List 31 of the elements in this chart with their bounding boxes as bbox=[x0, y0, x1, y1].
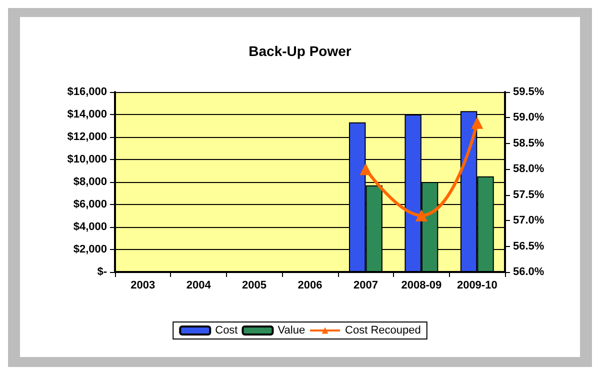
x-tick-label: 2005 bbox=[242, 280, 267, 292]
x-tick-label: 2008-09 bbox=[401, 280, 442, 292]
x-tick-label: 2006 bbox=[298, 280, 322, 292]
y2-tick-label: 58.5% bbox=[513, 137, 544, 150]
point bbox=[415, 209, 428, 222]
y-tick-label: $8,000 bbox=[73, 176, 107, 188]
legend-label: Value bbox=[278, 324, 306, 336]
x-tick-label: 2007 bbox=[353, 280, 378, 292]
y2-tick-label: 56.0% bbox=[513, 266, 544, 278]
x-tick-label: 2009-10 bbox=[456, 280, 498, 292]
chart-title: Back-Up Power bbox=[248, 43, 352, 59]
y-tick-label: $12,000 bbox=[67, 131, 107, 143]
y-tick-label: $4,000 bbox=[73, 221, 107, 233]
y2-tick-label: 59.5% bbox=[513, 86, 544, 98]
y2-tick-label: 58.0% bbox=[513, 163, 544, 176]
x-tick-label: 2003 bbox=[130, 280, 156, 292]
y-tick-label: $10,000 bbox=[67, 154, 107, 166]
y-tick-label: $- bbox=[97, 266, 108, 278]
point bbox=[471, 116, 484, 129]
y-tick-label: $14,000 bbox=[67, 108, 107, 120]
y-tick-label: $6,000 bbox=[73, 198, 107, 210]
y2-tick-label: 57.0% bbox=[513, 214, 544, 227]
legend-label: Cost Recouped bbox=[345, 324, 421, 336]
x-tick-label: 2004 bbox=[186, 280, 212, 292]
y2-tick-label: 56.5% bbox=[513, 240, 544, 252]
y-tick-label: $2,000 bbox=[73, 244, 107, 256]
y-tick-label: $16,000 bbox=[67, 86, 107, 98]
point bbox=[360, 163, 372, 176]
y2-tick-label: 57.5% bbox=[513, 188, 544, 201]
legend-label: Cost bbox=[215, 324, 238, 336]
y2-tick-label: 59.0% bbox=[513, 112, 544, 124]
